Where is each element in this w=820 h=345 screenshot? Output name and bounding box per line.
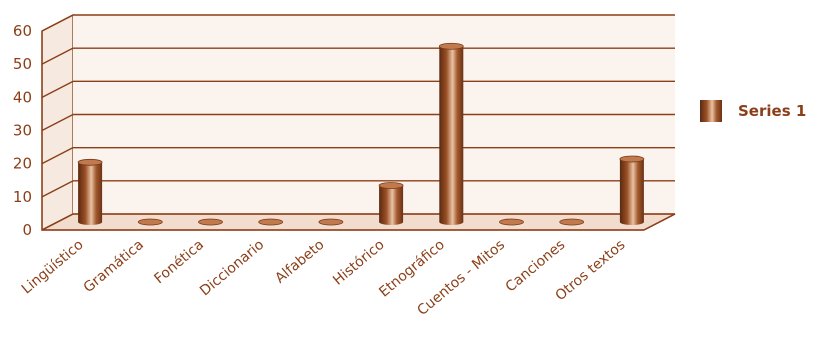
x-category-label: Diccionario bbox=[197, 237, 267, 300]
bar-top bbox=[318, 218, 344, 226]
legend: Series 1 bbox=[700, 100, 806, 122]
bar-top bbox=[77, 158, 103, 166]
legend-label: Series 1 bbox=[738, 102, 807, 120]
gridline-side bbox=[41, 14, 74, 32]
bar-body bbox=[379, 185, 404, 222]
x-category-label: Alfabeto bbox=[272, 237, 327, 287]
bar bbox=[378, 182, 404, 225]
bar-top bbox=[559, 218, 585, 226]
bar-base bbox=[619, 219, 644, 225]
bar bbox=[619, 155, 645, 225]
bar-body bbox=[619, 158, 644, 222]
bar-base bbox=[439, 219, 464, 225]
bar-top bbox=[378, 182, 404, 189]
bar bbox=[499, 218, 524, 226]
y-tick-label: 40 bbox=[13, 88, 32, 106]
bar bbox=[438, 42, 464, 225]
x-category-label: Lingüístico bbox=[19, 237, 87, 298]
bar bbox=[258, 218, 284, 226]
x-category-label: Histórico bbox=[330, 237, 388, 289]
x-category-label: Gramática bbox=[81, 237, 147, 296]
gridlines bbox=[41, 14, 676, 231]
bar bbox=[559, 218, 585, 226]
bar bbox=[77, 158, 103, 225]
gridline-side bbox=[41, 47, 74, 65]
y-tick-label: 0 bbox=[22, 221, 32, 239]
y-axis-ticks: 0 10 20 30 40 50 60 bbox=[13, 22, 32, 239]
y-tick-label: 60 bbox=[13, 22, 32, 40]
gridline-side bbox=[41, 180, 74, 198]
bar-body bbox=[439, 46, 464, 222]
y-tick-label: 50 bbox=[13, 55, 32, 73]
bar bbox=[137, 218, 163, 226]
bar-top bbox=[198, 218, 223, 226]
plot-background bbox=[41, 13, 676, 232]
gridline-side bbox=[41, 147, 74, 165]
legend-swatch bbox=[700, 100, 722, 122]
y-tick-label: 30 bbox=[13, 122, 32, 140]
gridline-side bbox=[41, 113, 74, 132]
bars bbox=[77, 42, 645, 226]
bar-body bbox=[78, 162, 103, 222]
bar-base bbox=[78, 219, 103, 225]
bar-base bbox=[379, 219, 404, 225]
bar-top bbox=[137, 218, 163, 226]
bar-top bbox=[258, 218, 284, 226]
bar bbox=[198, 218, 223, 226]
floor-edge bbox=[643, 213, 676, 231]
bar-top bbox=[438, 42, 464, 50]
gridline-side bbox=[41, 213, 74, 231]
x-category-label: Fonética bbox=[151, 237, 207, 287]
gridline-side bbox=[41, 80, 74, 98]
y-tick-label: 20 bbox=[13, 155, 32, 173]
bar-top bbox=[619, 155, 645, 163]
bar-top bbox=[499, 218, 524, 226]
y-tick-label: 10 bbox=[13, 188, 32, 206]
bar bbox=[318, 218, 344, 226]
